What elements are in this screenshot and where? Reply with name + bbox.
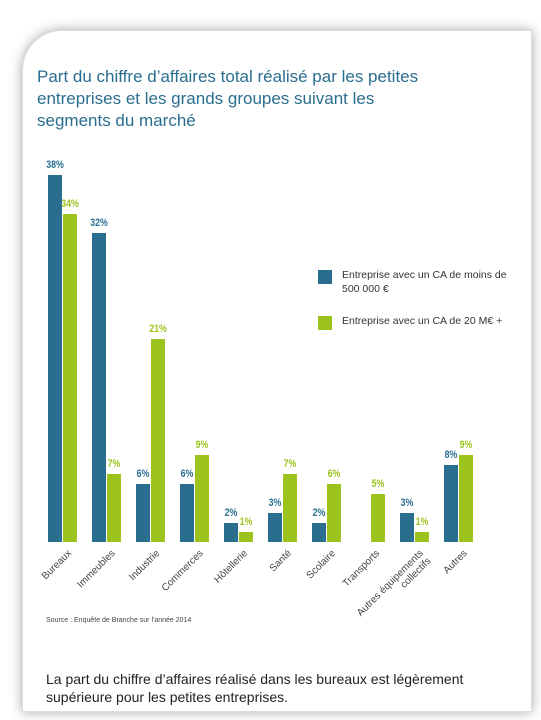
bar [180,484,194,542]
bar [92,233,106,542]
bar [415,532,429,542]
value-label: 9% [195,439,209,452]
value-label: 8% [444,448,458,461]
bar [371,493,385,542]
legend-swatch [318,270,332,284]
bar [107,474,121,542]
legend-entry: Entreprise avec un CA de 20 M€ + [318,314,512,330]
bar [195,455,209,542]
value-label: 3% [268,497,282,510]
value-label: 2% [224,506,238,519]
value-label: 34% [61,197,79,210]
bar [268,513,282,542]
value-label: 32% [90,217,108,230]
chart-title: Part du chiffre d’affaires total réalisé… [37,67,419,130]
source: Source : Enquête de Branche sur l'année … [46,617,192,624]
bar [63,213,77,542]
bar [444,464,458,542]
value-label: 9% [459,439,473,452]
value-label: 5% [371,477,385,490]
bar [224,522,238,542]
value-label: 7% [107,458,121,471]
legend-entry: Entreprise avec un CA de moins de 500 00… [318,268,512,296]
value-label: 1% [239,516,253,529]
value-label: 1% [415,516,429,529]
bar [151,339,165,542]
bar [239,532,253,542]
value-label: 6% [136,468,150,481]
bar [400,513,414,542]
bar [459,455,473,542]
value-label: 3% [400,497,414,510]
caption: La part du chiffre d’affaires réalisé da… [46,671,464,705]
value-label: 2% [312,506,326,519]
value-label: 21% [149,323,167,336]
bar [283,474,297,542]
value-label: 6% [180,468,194,481]
value-label: 7% [283,458,297,471]
value-label: 6% [327,468,341,481]
bar [312,522,326,542]
bar [48,175,62,542]
card [22,30,532,712]
bar [136,484,150,542]
bar [327,484,341,542]
value-label: 38% [46,159,64,172]
legend-swatch [318,316,332,330]
